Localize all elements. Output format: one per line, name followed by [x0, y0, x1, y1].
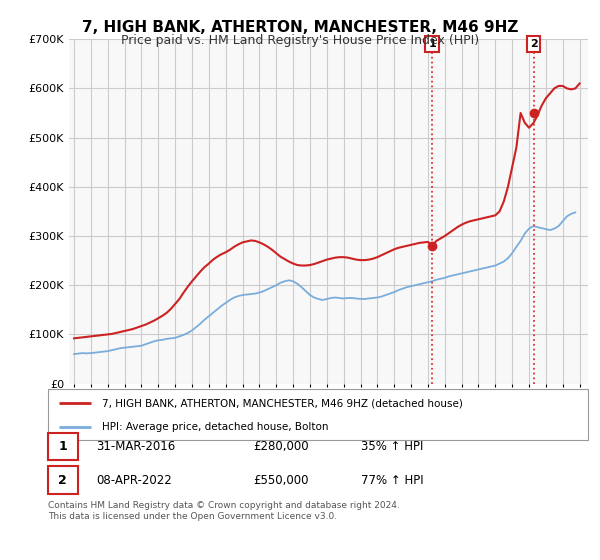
- Text: 1: 1: [58, 440, 67, 453]
- Text: HPI: Average price, detached house, Bolton: HPI: Average price, detached house, Bolt…: [102, 422, 329, 432]
- FancyBboxPatch shape: [48, 466, 78, 494]
- Text: 2: 2: [530, 39, 538, 49]
- Text: 35% ↑ HPI: 35% ↑ HPI: [361, 440, 424, 453]
- FancyBboxPatch shape: [48, 433, 78, 460]
- Text: £280,000: £280,000: [253, 440, 309, 453]
- Text: £550,000: £550,000: [253, 474, 309, 487]
- Text: 7, HIGH BANK, ATHERTON, MANCHESTER, M46 9HZ: 7, HIGH BANK, ATHERTON, MANCHESTER, M46 …: [82, 20, 518, 35]
- Text: 1: 1: [428, 39, 436, 49]
- Text: 08-APR-2022: 08-APR-2022: [97, 474, 172, 487]
- FancyBboxPatch shape: [48, 389, 588, 440]
- Text: 77% ↑ HPI: 77% ↑ HPI: [361, 474, 424, 487]
- Text: 2: 2: [58, 474, 67, 487]
- Text: 31-MAR-2016: 31-MAR-2016: [97, 440, 176, 453]
- Text: Contains HM Land Registry data © Crown copyright and database right 2024.
This d: Contains HM Land Registry data © Crown c…: [48, 501, 400, 521]
- Text: Price paid vs. HM Land Registry's House Price Index (HPI): Price paid vs. HM Land Registry's House …: [121, 34, 479, 46]
- Text: 7, HIGH BANK, ATHERTON, MANCHESTER, M46 9HZ (detached house): 7, HIGH BANK, ATHERTON, MANCHESTER, M46 …: [102, 398, 463, 408]
